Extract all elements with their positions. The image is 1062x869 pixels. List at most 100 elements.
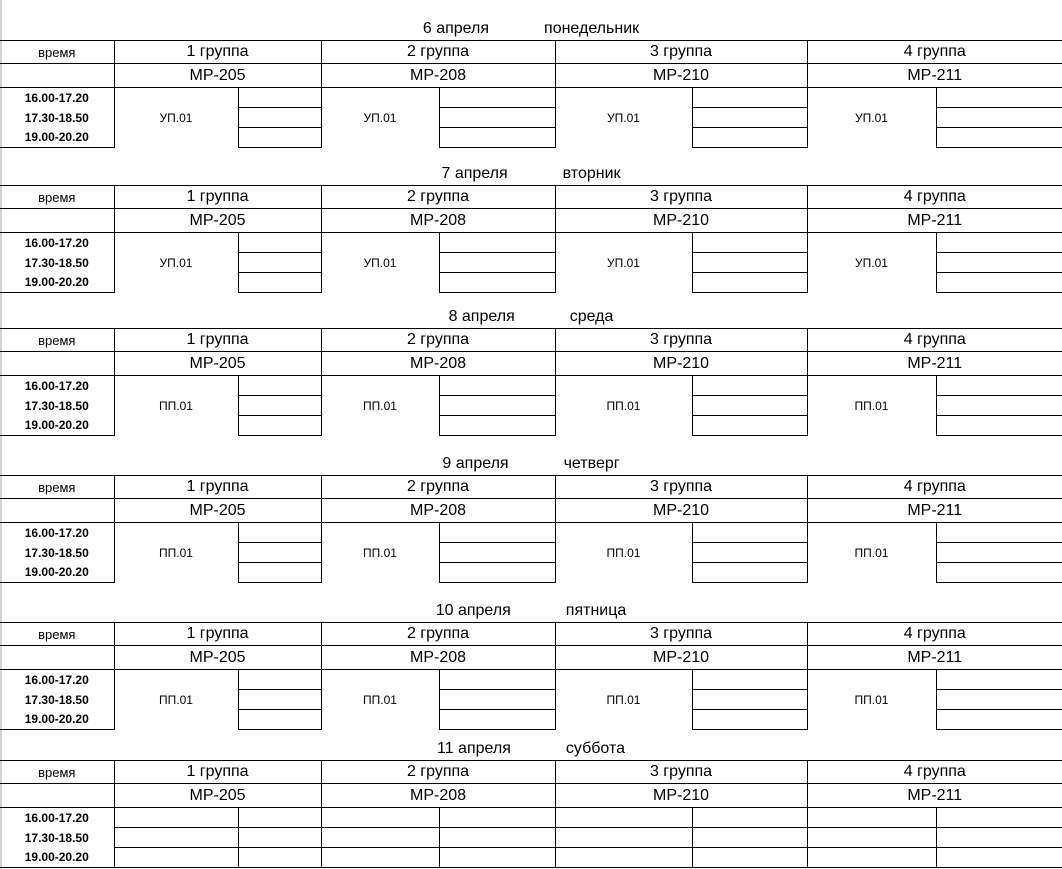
room-cell[interactable] <box>237 669 321 690</box>
room-cell[interactable] <box>438 847 555 868</box>
subject-cell[interactable]: ПП.01 <box>320 375 439 436</box>
room-cell[interactable] <box>691 232 807 253</box>
room-cell[interactable] <box>691 709 807 730</box>
room-cell[interactable] <box>438 232 555 253</box>
room-cell[interactable] <box>935 127 1062 148</box>
room-cell[interactable] <box>691 807 807 828</box>
room-cell[interactable] <box>438 522 555 543</box>
subject-cell[interactable] <box>554 807 692 828</box>
room-cell[interactable] <box>935 827 1062 848</box>
room-cell[interactable] <box>237 272 321 293</box>
room-cell[interactable] <box>438 807 555 828</box>
subject-cell[interactable] <box>320 847 439 868</box>
room-cell[interactable] <box>935 669 1062 690</box>
room-cell[interactable] <box>438 827 555 848</box>
subject-cell[interactable] <box>113 827 238 848</box>
room-cell[interactable] <box>438 395 555 416</box>
subject-cell[interactable]: ПП.01 <box>806 522 936 583</box>
subject-cell[interactable] <box>806 807 936 828</box>
subject-cell[interactable]: УП.01 <box>113 87 238 148</box>
room-cell[interactable] <box>237 415 321 436</box>
room-cell[interactable] <box>691 689 807 710</box>
room-cell[interactable] <box>237 395 321 416</box>
subject-cell[interactable] <box>320 827 439 848</box>
subject-cell[interactable]: УП.01 <box>554 87 692 148</box>
room-cell[interactable] <box>237 562 321 583</box>
room-cell[interactable] <box>237 542 321 563</box>
room-cell[interactable] <box>691 522 807 543</box>
room-cell[interactable] <box>237 807 321 828</box>
subject-cell[interactable]: ПП.01 <box>806 669 936 730</box>
subject-cell[interactable]: УП.01 <box>113 232 238 293</box>
room-cell[interactable] <box>237 847 321 868</box>
room-cell[interactable] <box>691 272 807 293</box>
room-cell[interactable] <box>691 562 807 583</box>
room-cell[interactable] <box>438 669 555 690</box>
subject-cell[interactable] <box>806 847 936 868</box>
room-cell[interactable] <box>935 807 1062 828</box>
subject-cell[interactable] <box>554 827 692 848</box>
subject-cell[interactable]: ПП.01 <box>554 375 692 436</box>
room-cell[interactable] <box>935 87 1062 108</box>
subject-cell[interactable]: ПП.01 <box>113 375 238 436</box>
room-cell[interactable] <box>438 375 555 396</box>
room-cell[interactable] <box>438 689 555 710</box>
room-cell[interactable] <box>935 542 1062 563</box>
room-cell[interactable] <box>691 847 807 868</box>
room-cell[interactable] <box>935 415 1062 436</box>
room-cell[interactable] <box>691 415 807 436</box>
room-cell[interactable] <box>935 709 1062 730</box>
subject-cell[interactable]: ПП.01 <box>806 375 936 436</box>
room-cell[interactable] <box>438 709 555 730</box>
subject-cell[interactable]: ПП.01 <box>554 669 692 730</box>
room-cell[interactable] <box>935 689 1062 710</box>
subject-cell[interactable]: УП.01 <box>806 232 936 293</box>
subject-cell[interactable] <box>554 847 692 868</box>
room-cell[interactable] <box>691 375 807 396</box>
room-cell[interactable] <box>438 252 555 273</box>
room-cell[interactable] <box>691 542 807 563</box>
subject-cell[interactable] <box>113 807 238 828</box>
room-cell[interactable] <box>237 107 321 128</box>
room-cell[interactable] <box>691 252 807 273</box>
room-cell[interactable] <box>237 709 321 730</box>
room-cell[interactable] <box>438 127 555 148</box>
room-cell[interactable] <box>237 252 321 273</box>
subject-cell[interactable] <box>806 827 936 848</box>
room-cell[interactable] <box>691 87 807 108</box>
room-cell[interactable] <box>237 375 321 396</box>
subject-cell[interactable]: ПП.01 <box>113 669 238 730</box>
room-cell[interactable] <box>691 395 807 416</box>
room-cell[interactable] <box>691 127 807 148</box>
room-cell[interactable] <box>935 232 1062 253</box>
room-cell[interactable] <box>237 87 321 108</box>
subject-cell[interactable]: УП.01 <box>320 232 439 293</box>
room-cell[interactable] <box>237 232 321 253</box>
subject-cell[interactable]: ПП.01 <box>554 522 692 583</box>
subject-cell[interactable] <box>320 807 439 828</box>
room-cell[interactable] <box>935 107 1062 128</box>
subject-cell[interactable]: УП.01 <box>320 87 439 148</box>
room-cell[interactable] <box>438 272 555 293</box>
room-cell[interactable] <box>691 827 807 848</box>
room-cell[interactable] <box>438 107 555 128</box>
room-cell[interactable] <box>438 542 555 563</box>
subject-cell[interactable]: ПП.01 <box>320 522 439 583</box>
room-cell[interactable] <box>438 87 555 108</box>
room-cell[interactable] <box>237 522 321 543</box>
room-cell[interactable] <box>438 415 555 436</box>
room-cell[interactable] <box>237 127 321 148</box>
subject-cell[interactable]: УП.01 <box>806 87 936 148</box>
subject-cell[interactable]: УП.01 <box>554 232 692 293</box>
room-cell[interactable] <box>935 395 1062 416</box>
room-cell[interactable] <box>935 272 1062 293</box>
room-cell[interactable] <box>935 562 1062 583</box>
subject-cell[interactable]: ПП.01 <box>320 669 439 730</box>
subject-cell[interactable] <box>113 847 238 868</box>
room-cell[interactable] <box>691 107 807 128</box>
room-cell[interactable] <box>237 827 321 848</box>
room-cell[interactable] <box>438 562 555 583</box>
room-cell[interactable] <box>935 375 1062 396</box>
room-cell[interactable] <box>691 669 807 690</box>
room-cell[interactable] <box>935 252 1062 273</box>
